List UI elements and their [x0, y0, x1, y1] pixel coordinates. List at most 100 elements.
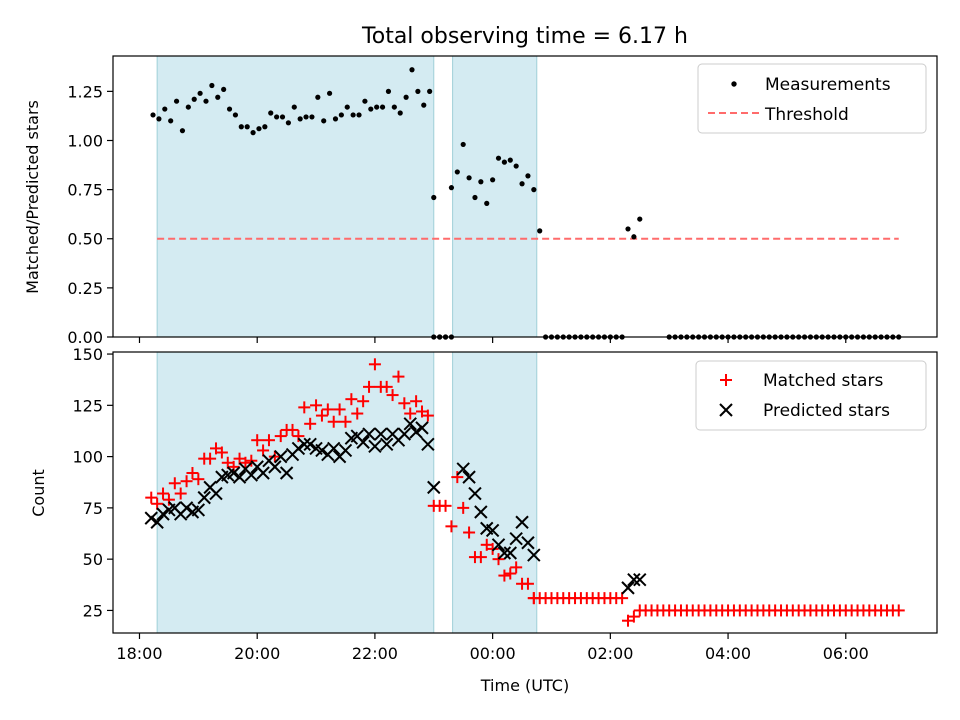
matched-star-point — [204, 452, 217, 465]
legend-threshold-label: Threshold — [764, 105, 849, 125]
legend-predicted-marker — [719, 403, 733, 417]
bottom-panel: 25 50 75 100 125 150 18:00 20:00 22:00 00:00 02:00… — [29, 345, 938, 695]
bottom-ylabel: Count — [29, 469, 48, 517]
matched-star-point — [398, 397, 411, 410]
figure-title: Total observing time = 6.17 h — [361, 24, 688, 49]
measurement-point — [221, 86, 227, 93]
top-panel: 0.00 0.25 0.50 0.75 1.00 1.25 Matched/Predict… — [23, 55, 938, 347]
predicted-star-point — [291, 441, 306, 456]
matched-star-point — [421, 409, 434, 422]
matched-star-point — [257, 444, 270, 457]
measurement-point — [484, 200, 490, 206]
measurement-point — [315, 94, 321, 100]
measurement-point — [262, 124, 268, 130]
predicted-star-point — [356, 435, 370, 449]
measurement-point — [448, 185, 455, 191]
bottom-ytick-label: 100 — [72, 448, 103, 467]
matched-star-point — [192, 473, 205, 486]
measurement-point — [513, 163, 519, 169]
matched-star-point — [286, 423, 299, 436]
measurement-point — [250, 130, 256, 136]
matched-star-point — [333, 403, 346, 416]
predicted-star-point — [268, 460, 282, 474]
predicted-star-point — [303, 437, 317, 452]
predicted-star-point — [362, 427, 376, 441]
measurement-point — [507, 157, 513, 163]
matched-star-point — [274, 430, 287, 443]
matched-star-point — [298, 401, 311, 414]
measurement-point — [215, 94, 221, 100]
matched-star-point — [457, 501, 470, 514]
top-ylabel: Matched/Predicted stars — [23, 100, 42, 294]
legend-matched-label: Matched stars — [763, 371, 883, 391]
top-legend: Measurements Threshold — [697, 63, 927, 134]
predicted-star-point — [503, 546, 517, 560]
matched-star-point — [392, 370, 405, 383]
bottom-ytick-label: 25 — [83, 601, 103, 620]
measurement-point — [454, 169, 460, 175]
matched-star-point — [521, 577, 534, 590]
predicted-star-point — [315, 443, 329, 458]
measurement-point — [427, 88, 433, 94]
measurement-point — [525, 173, 531, 179]
measurement-point — [150, 112, 156, 118]
predicted-star-point — [374, 427, 388, 441]
matched-star-point — [157, 487, 170, 500]
predicted-star-point — [209, 486, 223, 501]
predicted-star-point — [274, 449, 288, 464]
measurement-point — [303, 114, 309, 120]
observing-window-2 — [452, 351, 538, 634]
measurement-point — [162, 106, 168, 112]
measurement-point — [495, 155, 502, 161]
predicted-star-point — [232, 470, 247, 484]
predicted-star-point — [179, 501, 194, 515]
bottom-xtick-label: 06:00 — [823, 644, 869, 663]
bottom-legend-box — [695, 360, 927, 431]
measurement-point — [403, 94, 409, 100]
predicted-star-point — [256, 466, 270, 480]
bottom-predicted-stars — [144, 417, 647, 595]
predicted-star-point — [509, 531, 523, 546]
top-ytick-label: 0.00 — [67, 328, 103, 347]
measurement-point — [338, 112, 344, 118]
predicted-star-point — [244, 468, 259, 482]
measurement-point — [297, 116, 303, 122]
measurement-point — [197, 90, 203, 96]
matched-star-point — [239, 456, 252, 469]
measurement-point — [368, 106, 374, 112]
measurement-point — [156, 116, 162, 122]
measurement-point — [460, 141, 466, 148]
measurement-point — [209, 82, 215, 89]
matched-star-point — [180, 475, 193, 488]
matched-star-point — [386, 389, 399, 402]
top-observing-windows — [156, 55, 538, 338]
matched-star-point — [339, 415, 352, 428]
bottom-ytick-label: 125 — [72, 396, 103, 415]
measurement-point — [185, 104, 191, 110]
top-ytick-label: 0.25 — [67, 279, 103, 298]
predicted-star-point — [409, 425, 423, 439]
matched-star-point — [315, 409, 328, 422]
measurement-point — [285, 120, 291, 126]
measurement-point — [409, 67, 415, 73]
matched-star-point — [380, 380, 393, 393]
measurement-point — [391, 104, 397, 110]
matched-star-point — [321, 403, 334, 416]
bottom-ytick-label: 150 — [72, 345, 103, 364]
observing-window-2 — [452, 55, 538, 338]
predicted-star-point — [468, 486, 482, 501]
bottom-xtick-label: 00:00 — [470, 644, 516, 663]
bottom-xtick-label: 04:00 — [705, 644, 751, 663]
predicted-star-point — [297, 437, 311, 452]
legend-matched-marker — [720, 374, 732, 386]
matched-star-point — [510, 561, 523, 574]
predicted-star-point — [191, 503, 206, 517]
matched-star-point — [162, 493, 175, 506]
predicted-star-point — [462, 470, 476, 484]
measurement-point — [168, 118, 174, 124]
predicted-star-point — [633, 572, 647, 587]
matched-star-point — [310, 399, 323, 412]
measurement-point — [191, 96, 197, 102]
predicted-star-point — [474, 505, 488, 519]
matched-star-point — [351, 407, 364, 420]
